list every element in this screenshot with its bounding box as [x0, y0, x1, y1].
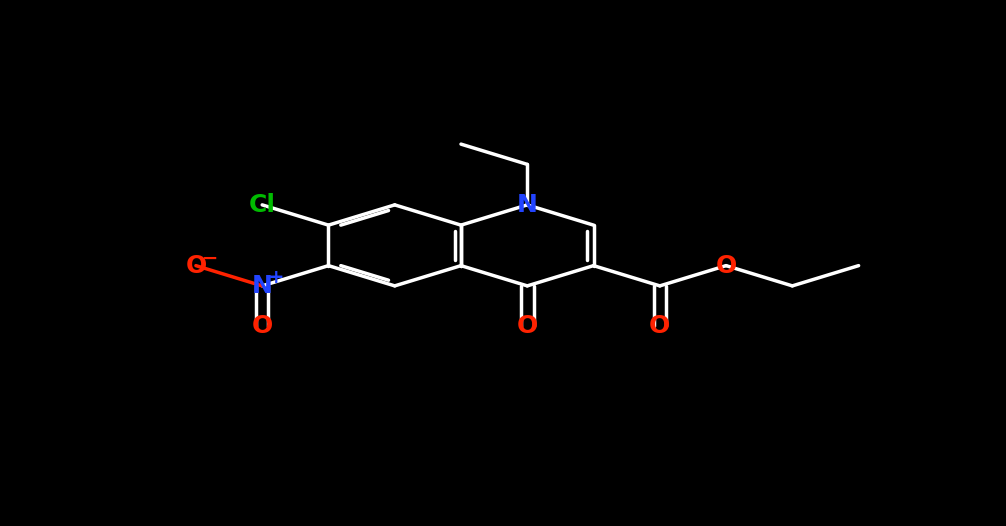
- Text: O: O: [517, 315, 538, 338]
- Text: +: +: [268, 268, 285, 287]
- Text: O: O: [715, 254, 736, 278]
- Text: O: O: [649, 315, 670, 338]
- Text: −: −: [202, 249, 218, 268]
- Text: N: N: [252, 274, 273, 298]
- Text: O: O: [252, 315, 273, 338]
- Text: N: N: [517, 193, 538, 217]
- Text: Cl: Cl: [248, 193, 276, 217]
- Text: O: O: [185, 254, 206, 278]
